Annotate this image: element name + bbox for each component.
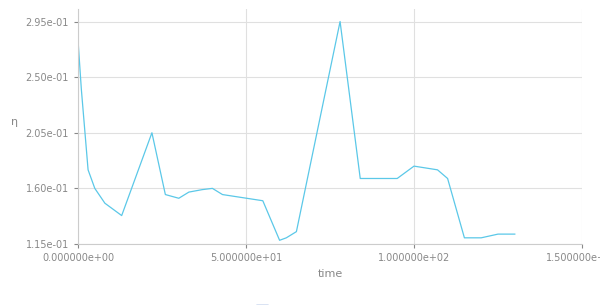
Y-axis label: η: η: [11, 117, 18, 127]
X-axis label: time: time: [317, 269, 343, 278]
Legend: (f1) - rate_of_dissipation: (f1) - rate_of_dissipation: [252, 301, 408, 305]
